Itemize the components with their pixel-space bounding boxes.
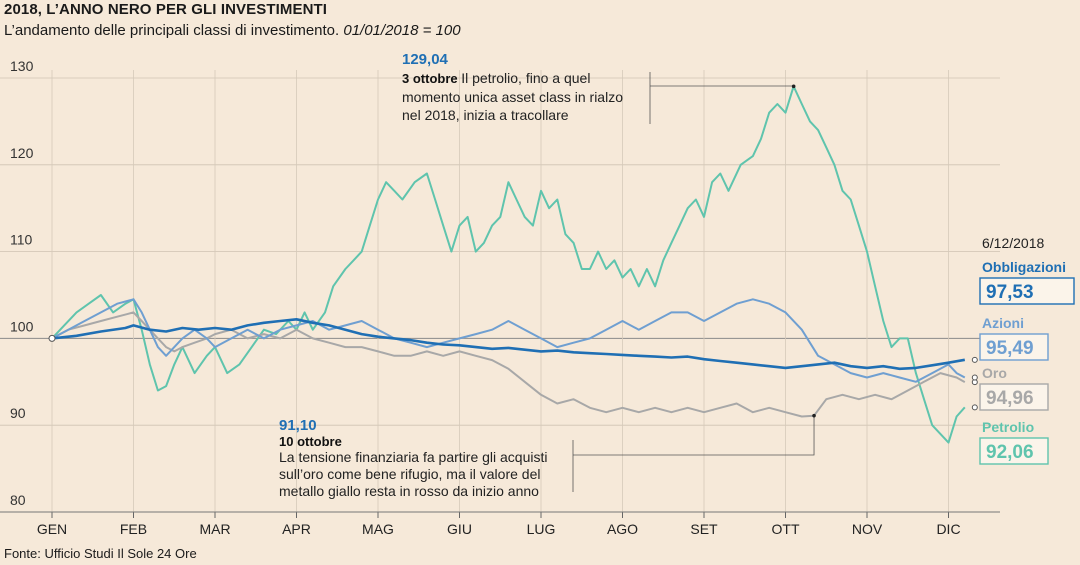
end-point-petrolio [971, 404, 978, 411]
annotation-gold-date: 10 ottobre [279, 434, 342, 449]
legend-date: 6/12/2018 [982, 235, 1044, 251]
legend-name-obbligazioni: Obbligazioni [982, 259, 1066, 275]
x-tick-gen: GEN [37, 521, 67, 537]
y-tick-110: 110 [10, 232, 33, 248]
x-tick-mag: MAG [362, 521, 394, 537]
annotations: 129,04 3 ottobre Il petrolio, fino a quel… [279, 51, 816, 499]
y-tick-130: 130 [10, 58, 34, 74]
series-line-obbligazioni [51, 318, 966, 371]
x-axis: GEN FEB MAR APR MAG GIU LUG AGO SET OTT NOV DIC [0, 511, 1000, 537]
series-line-petrolio [51, 85, 966, 444]
x-tick-feb: FEB [120, 521, 147, 537]
end-point-azioni [971, 374, 978, 381]
x-tick-nov: NOV [852, 521, 883, 537]
series-lines [48, 85, 978, 444]
x-tick-lug: LUG [527, 521, 556, 537]
annotation-oil-point [791, 84, 796, 89]
annotation-gold-value: 91,10 [279, 417, 317, 434]
legend-name-petrolio: Petrolio [982, 419, 1034, 435]
annotation-gold-leader [573, 415, 815, 456]
legend-box-oro [979, 383, 1049, 411]
x-tick-apr: APR [282, 521, 311, 537]
y-tick-100: 100 [10, 318, 34, 334]
annotation-oil-line-2: momento unica asset class in rialzo [402, 89, 623, 105]
series-line-azioni [51, 298, 966, 383]
end-point-obbligazioni [971, 356, 978, 363]
legend-value-obbligazioni: 97,53 [986, 282, 1034, 303]
legend-box-obbligazioni [979, 277, 1075, 305]
annotation-oil-line-3: nel 2018, inizia a tracollare [402, 107, 569, 123]
subtitle-base: 01/01/2018 = 100 [343, 22, 461, 39]
legend-value-azioni: 95,49 [986, 338, 1034, 359]
y-tick-80: 80 [10, 492, 26, 508]
annotation-oil-text: Il petrolio, fino a quel [461, 70, 590, 86]
x-tick-ott: OTT [772, 521, 800, 537]
legend: 6/12/2018 Obbligazioni 97,53 Azioni 95,49 Oro… [979, 235, 1075, 465]
start-point-marker [48, 334, 56, 342]
annotation-oil-value: 129,04 [402, 51, 449, 68]
subtitle-text: L’andamento delle principali classi di i… [4, 22, 340, 39]
x-tick-giu: GIU [447, 521, 472, 537]
legend-value-oro: 94,96 [986, 388, 1034, 409]
legend-name-azioni: Azioni [982, 315, 1024, 331]
chart-subtitle: L’andamento delle principali classi di i… [4, 22, 461, 39]
series-line-oro [51, 311, 966, 418]
annotation-gold-line-2: sull’oro come bene rifugio, ma il valore… [279, 466, 540, 482]
legend-name-oro: Oro [982, 365, 1007, 381]
chart-title: 2018, L’ANNO NERO PER GLI INVESTIMENTI [4, 1, 328, 18]
x-tick-ago: AGO [607, 521, 638, 537]
x-tick-set: SET [690, 521, 718, 537]
annotation-oil-line-1: 3 ottobre Il petrolio, fino a quel [402, 70, 590, 86]
annotation-oil-date: 3 ottobre [402, 71, 461, 86]
y-tick-90: 90 [10, 405, 26, 421]
legend-value-petrolio: 92,06 [986, 442, 1034, 463]
y-tick-120: 120 [10, 145, 34, 161]
annotation-gold-line-1: La tensione finanziaria fa partire gli a… [279, 449, 548, 465]
annotation-gold-point [812, 413, 816, 418]
annotation-gold-line-3: metallo giallo resta in rosso da inizio … [279, 483, 539, 499]
legend-box-azioni [979, 333, 1049, 361]
source-note: Fonte: Ufficio Studi Il Sole 24 Ore [4, 546, 197, 561]
y-axis: 80 90 100 110 120 130 [10, 58, 34, 508]
x-tick-mar: MAR [199, 521, 230, 537]
legend-box-petrolio [979, 437, 1049, 465]
x-tick-dic: DIC [936, 521, 960, 537]
